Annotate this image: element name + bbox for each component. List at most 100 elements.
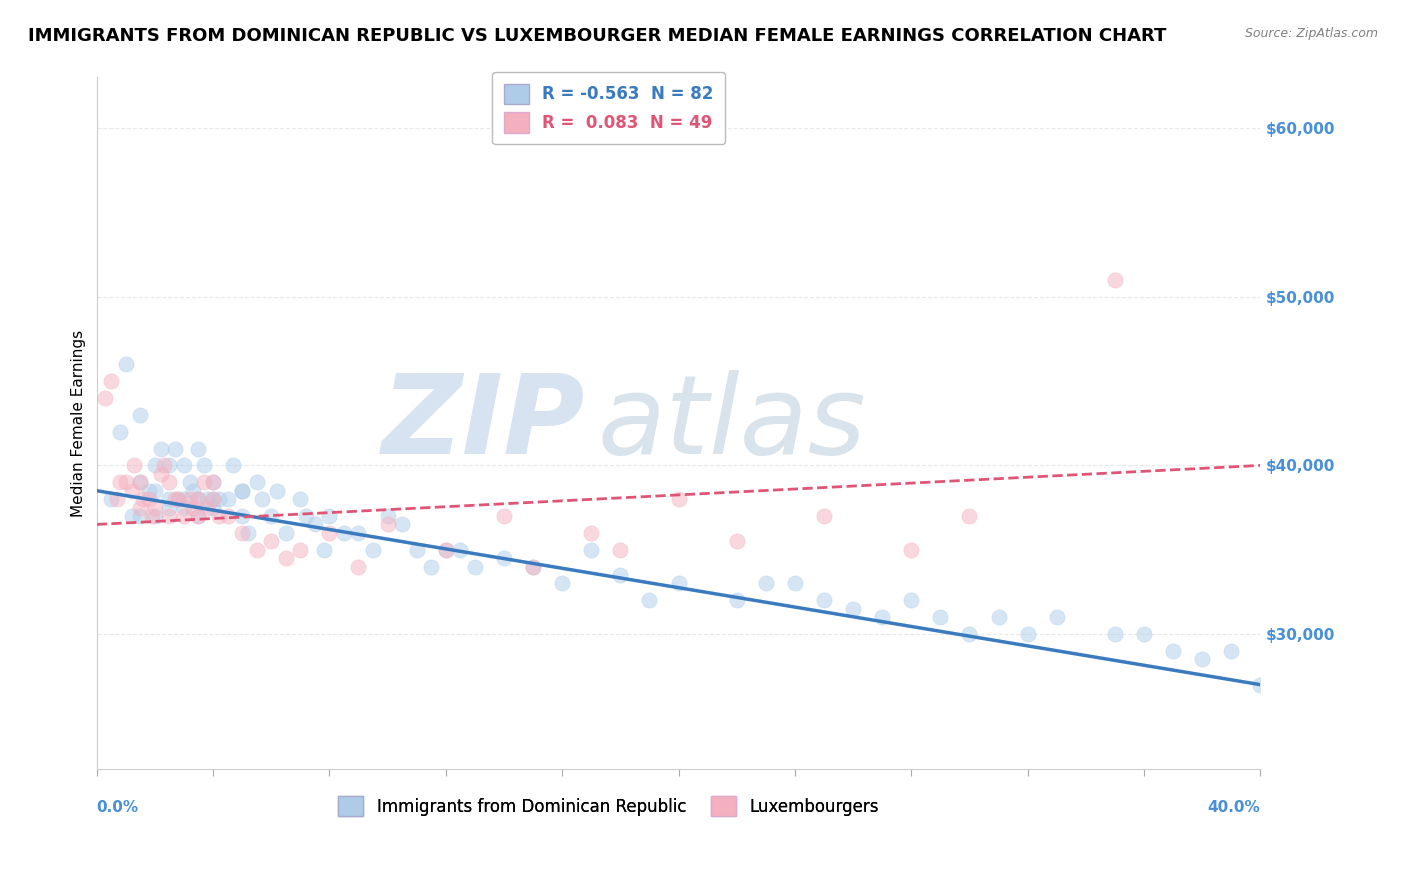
Point [173,508,195,523]
Point [108,475,131,490]
Point [173,492,195,507]
Point [195,492,218,507]
Point [129,475,152,490]
Point [959,627,981,641]
Point [167,492,190,507]
Point [318,525,340,540]
Point [492,508,515,523]
Point [121,483,143,498]
Point [434,542,457,557]
Point [157,458,180,473]
Point [157,508,180,523]
Point [813,508,835,523]
Point [202,500,225,515]
Point [987,610,1010,624]
Point [143,458,166,473]
Point [1220,644,1243,658]
Point [929,610,952,624]
Point [152,458,174,473]
Point [187,508,209,523]
Point [179,492,201,507]
Point [217,492,239,507]
Text: atlas: atlas [598,369,866,476]
Point [208,508,231,523]
Point [129,475,152,490]
Point [114,475,136,490]
Point [231,483,253,498]
Point [193,475,215,490]
Point [668,492,690,507]
Point [609,542,631,557]
Point [377,517,399,532]
Point [231,525,253,540]
Point [129,500,152,515]
Point [274,525,297,540]
Point [149,467,172,481]
Text: IMMIGRANTS FROM DOMINICAN REPUBLIC VS LUXEMBOURGER MEDIAN FEMALE EARNINGS CORREL: IMMIGRANTS FROM DOMINICAN REPUBLIC VS LU… [28,27,1167,45]
Text: 0.0%: 0.0% [97,799,139,814]
Point [114,357,136,371]
Point [725,534,748,549]
Point [187,492,209,507]
Point [347,559,370,574]
Text: ZIP: ZIP [382,369,585,476]
Point [100,374,122,388]
Point [157,500,180,515]
Point [522,559,544,574]
Point [108,425,131,439]
Point [143,500,166,515]
Point [266,483,288,498]
Point [141,508,163,523]
Point [551,576,574,591]
Point [246,542,269,557]
Point [318,508,340,523]
Point [187,442,209,456]
Point [138,483,160,498]
Point [290,492,312,507]
Point [870,610,893,624]
Point [100,492,122,507]
Point [1249,678,1271,692]
Point [755,576,778,591]
Point [522,559,544,574]
Point [181,500,204,515]
Point [105,492,128,507]
Point [157,475,180,490]
Point [187,492,209,507]
Point [149,442,172,456]
Point [129,408,152,422]
Text: 40.0%: 40.0% [1208,799,1260,814]
Y-axis label: Median Female Earnings: Median Female Earnings [72,330,86,516]
Point [312,542,335,557]
Point [434,542,457,557]
Point [143,483,166,498]
Point [195,500,218,515]
Point [138,492,160,507]
Point [179,475,201,490]
Point [581,525,603,540]
Point [217,508,239,523]
Point [231,508,253,523]
Point [157,492,180,507]
Point [143,508,166,523]
Point [167,492,190,507]
Point [1104,273,1126,287]
Point [132,492,155,507]
Point [202,492,225,507]
Point [121,508,143,523]
Point [202,475,225,490]
Point [333,525,356,540]
Point [581,542,603,557]
Point [165,442,187,456]
Point [464,559,486,574]
Point [668,576,690,591]
Point [274,551,297,566]
Point [295,508,318,523]
Point [246,475,269,490]
Point [361,542,384,557]
Point [783,576,806,591]
Point [304,517,326,532]
Point [173,500,195,515]
Point [1017,627,1039,641]
Point [391,517,413,532]
